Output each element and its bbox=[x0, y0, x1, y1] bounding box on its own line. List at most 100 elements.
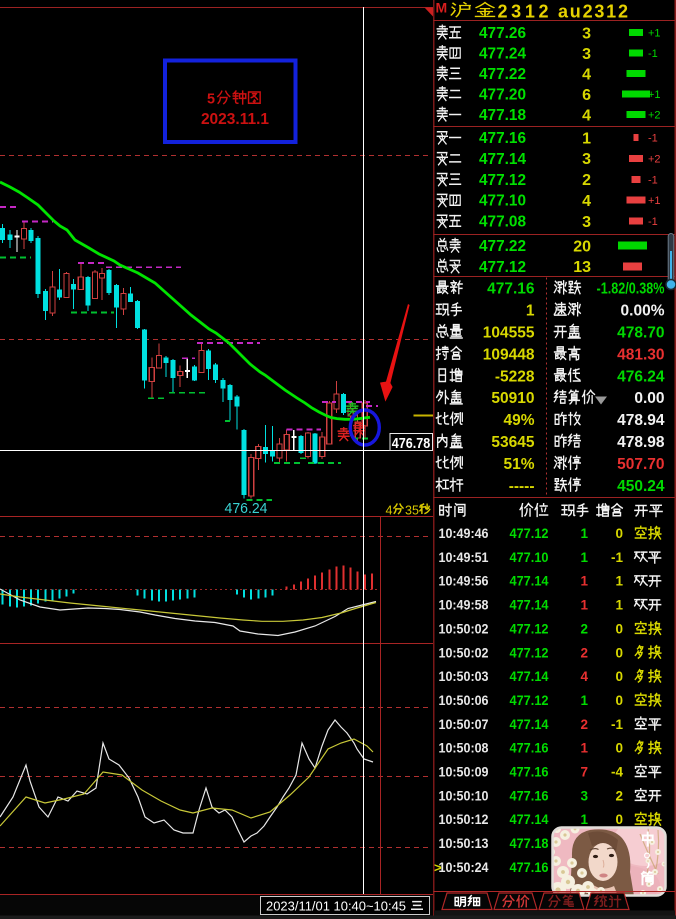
svg-text:109448: 109448 bbox=[483, 346, 535, 363]
svg-text:478.70: 478.70 bbox=[617, 324, 664, 341]
svg-text:2: 2 bbox=[580, 621, 588, 636]
svg-text:+2: +2 bbox=[648, 110, 661, 122]
svg-text:M: M bbox=[436, 0, 448, 16]
svg-text:53645: 53645 bbox=[491, 434, 534, 451]
svg-text:-1.82/0.38%: -1.82/0.38% bbox=[597, 281, 665, 298]
svg-text:3: 3 bbox=[582, 151, 591, 168]
svg-text:477.12: 477.12 bbox=[510, 645, 549, 660]
svg-text:10:50:08: 10:50:08 bbox=[439, 741, 489, 756]
svg-text:10:50:03: 10:50:03 bbox=[439, 669, 489, 684]
svg-text:7: 7 bbox=[580, 765, 588, 780]
svg-text:477.22: 477.22 bbox=[479, 238, 526, 255]
svg-text:3: 3 bbox=[582, 214, 591, 231]
svg-text:0: 0 bbox=[615, 812, 623, 827]
svg-text:477.22: 477.22 bbox=[479, 66, 526, 83]
svg-text:10:49:51: 10:49:51 bbox=[439, 550, 489, 565]
svg-text:+1: +1 bbox=[648, 89, 661, 101]
svg-text:0.00: 0.00 bbox=[634, 390, 664, 407]
svg-text:477.14: 477.14 bbox=[510, 574, 549, 589]
svg-text:1: 1 bbox=[580, 574, 588, 589]
svg-text:477.14: 477.14 bbox=[510, 669, 549, 684]
svg-text:4: 4 bbox=[582, 107, 591, 124]
svg-text:0: 0 bbox=[615, 645, 623, 660]
svg-text:+1: +1 bbox=[648, 28, 661, 40]
svg-text:-1: -1 bbox=[648, 48, 658, 60]
svg-text:2023.11.1: 2023.11.1 bbox=[201, 111, 269, 128]
svg-text:-1: -1 bbox=[648, 133, 658, 145]
svg-text:477.14: 477.14 bbox=[479, 151, 526, 168]
svg-text:1: 1 bbox=[580, 550, 588, 565]
svg-text:>: > bbox=[434, 860, 442, 875]
svg-text:10:50:24: 10:50:24 bbox=[439, 860, 489, 875]
svg-text:478.94: 478.94 bbox=[617, 412, 665, 429]
svg-text:50910: 50910 bbox=[491, 390, 534, 407]
svg-text:477.10: 477.10 bbox=[479, 193, 526, 210]
svg-text:2312: 2312 bbox=[498, 2, 549, 22]
svg-text:477.16: 477.16 bbox=[510, 860, 549, 875]
svg-text:2023/11/01 10:40~10:45: 2023/11/01 10:40~10:45 bbox=[266, 899, 406, 914]
svg-text:0: 0 bbox=[615, 693, 623, 708]
svg-text:10:50:02: 10:50:02 bbox=[439, 645, 489, 660]
svg-text:20: 20 bbox=[573, 239, 591, 256]
svg-text:-----: ----- bbox=[509, 478, 535, 495]
svg-text:5: 5 bbox=[207, 91, 215, 108]
svg-text:2: 2 bbox=[582, 172, 591, 189]
svg-text:10:50:12: 10:50:12 bbox=[439, 812, 489, 827]
svg-text:0.00%: 0.00% bbox=[621, 303, 665, 320]
svg-text:1: 1 bbox=[580, 741, 588, 756]
svg-text:3: 3 bbox=[582, 46, 591, 63]
svg-text:1: 1 bbox=[580, 598, 588, 613]
svg-text:4: 4 bbox=[386, 504, 393, 518]
svg-text:1: 1 bbox=[580, 693, 588, 708]
svg-text:477.18: 477.18 bbox=[510, 836, 549, 851]
svg-text:477.18: 477.18 bbox=[479, 107, 526, 124]
svg-text:477.16: 477.16 bbox=[510, 741, 549, 756]
svg-text:507.70: 507.70 bbox=[617, 456, 664, 473]
svg-text:10:50:10: 10:50:10 bbox=[439, 788, 489, 803]
svg-text:0: 0 bbox=[615, 669, 623, 684]
svg-text:476.24: 476.24 bbox=[225, 501, 268, 517]
svg-text:10:49:46: 10:49:46 bbox=[439, 526, 489, 541]
svg-text:476.24: 476.24 bbox=[617, 368, 665, 385]
svg-text:-1: -1 bbox=[648, 216, 658, 228]
svg-text:-1: -1 bbox=[611, 550, 623, 565]
svg-text:1: 1 bbox=[580, 526, 588, 541]
svg-text:2: 2 bbox=[580, 645, 588, 660]
svg-text:1: 1 bbox=[526, 303, 535, 320]
svg-text:10:50:09: 10:50:09 bbox=[439, 765, 489, 780]
svg-text:477.16: 477.16 bbox=[510, 788, 549, 803]
svg-text:6: 6 bbox=[582, 87, 591, 104]
svg-text:0: 0 bbox=[615, 621, 623, 636]
svg-text:3: 3 bbox=[580, 788, 588, 803]
svg-text:477.14: 477.14 bbox=[510, 717, 549, 732]
svg-text:4: 4 bbox=[582, 193, 591, 210]
svg-text:4: 4 bbox=[580, 669, 588, 684]
svg-text:1: 1 bbox=[582, 130, 591, 147]
svg-text:477.16: 477.16 bbox=[487, 281, 535, 298]
svg-text:0: 0 bbox=[615, 741, 623, 756]
svg-text:35: 35 bbox=[405, 504, 419, 518]
svg-text:10:50:13: 10:50:13 bbox=[439, 836, 489, 851]
svg-text:-1: -1 bbox=[611, 717, 623, 732]
svg-text:10:50:07: 10:50:07 bbox=[439, 717, 489, 732]
svg-text:0: 0 bbox=[615, 526, 623, 541]
svg-text:10:49:58: 10:49:58 bbox=[439, 598, 489, 613]
svg-text:-1: -1 bbox=[648, 174, 658, 186]
svg-text:477.12: 477.12 bbox=[510, 526, 549, 541]
svg-text:477.12: 477.12 bbox=[479, 259, 526, 276]
svg-text:477.12: 477.12 bbox=[510, 621, 549, 636]
svg-text:au2312: au2312 bbox=[558, 2, 628, 22]
svg-text:+2: +2 bbox=[648, 153, 661, 165]
svg-text:477.24: 477.24 bbox=[479, 46, 526, 63]
svg-text:477.16: 477.16 bbox=[510, 765, 549, 780]
svg-text:-4: -4 bbox=[611, 765, 623, 780]
svg-text:477.12: 477.12 bbox=[479, 172, 526, 189]
svg-text:477.14: 477.14 bbox=[510, 598, 549, 613]
svg-text:477.08: 477.08 bbox=[479, 214, 526, 231]
svg-text:51%: 51% bbox=[503, 456, 534, 473]
svg-text:477.26: 477.26 bbox=[479, 25, 526, 42]
svg-text:1: 1 bbox=[615, 598, 623, 613]
svg-text:1: 1 bbox=[580, 812, 588, 827]
svg-text:10:50:02: 10:50:02 bbox=[439, 621, 489, 636]
svg-text:10:50:06: 10:50:06 bbox=[439, 693, 489, 708]
